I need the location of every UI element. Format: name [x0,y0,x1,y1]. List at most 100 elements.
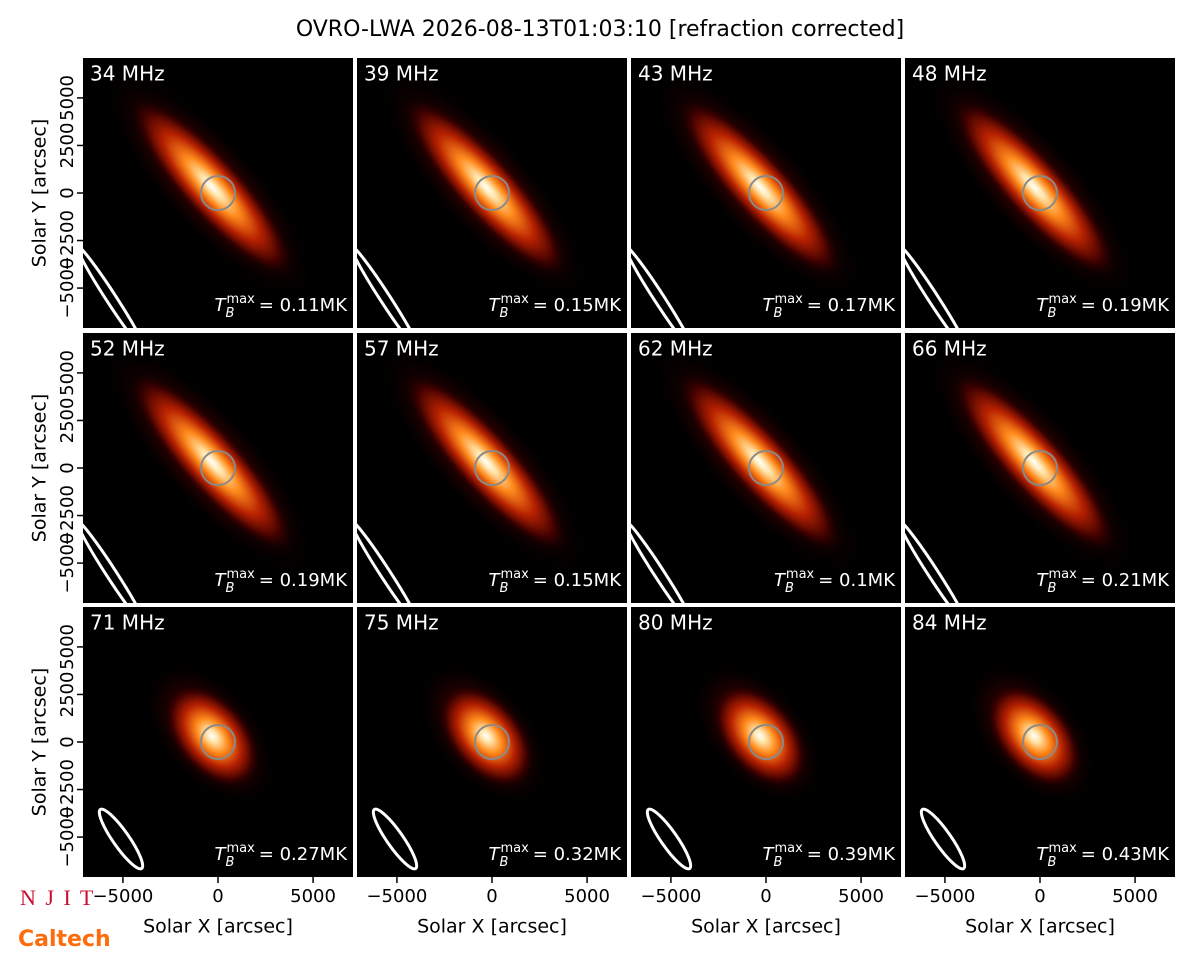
tb-symbol: T [1037,844,1050,865]
x-axis-label: Solar X [arcsec] [417,916,567,938]
tb-symbol: T [1037,570,1050,591]
beam [83,244,147,328]
frequency-label: 48 MHz [912,62,987,86]
tb-value: = 0.43MK [1081,844,1170,865]
x-axis-label: Solar X [arcsec] [965,916,1115,938]
figure-title: OVRO-LWA 2026-08-13T01:03:10 [refraction… [296,17,904,42]
beam [905,519,969,603]
panel [357,333,627,603]
solar-disk [748,724,784,760]
y-tick-label: 5000 [57,350,78,396]
frequency-label: 75 MHz [364,611,439,635]
frequency-label: 39 MHz [364,62,439,86]
emission-source [128,370,296,554]
beam [919,807,967,871]
emission-source [676,370,844,554]
emission-source [402,95,570,279]
x-tick-label: 5000 [290,886,336,907]
tb-superscript: max [1048,292,1077,307]
tb-superscript: max [1048,841,1077,856]
tb-symbol: T [215,570,228,591]
x-tick-label: 0 [1034,886,1045,907]
frequency-label: 52 MHz [90,337,165,361]
solar-disk [474,724,510,760]
frequency-label: 43 MHz [638,62,713,86]
tb-symbol: T [215,295,228,316]
tb-superscript: max [500,292,529,307]
tb-subscript: B [500,855,509,870]
tb-superscript: max [774,841,803,856]
emission-source [128,95,296,279]
frequency-label: 62 MHz [638,337,713,361]
panel [631,333,901,603]
tb-value: = 0.19MK [1081,295,1170,316]
tb-subscript: B [226,581,235,596]
tb-max-label: TBmax = 0.15MK [489,292,623,321]
tb-value: = 0.15MK [533,295,622,316]
tb-subscript: B [226,855,235,870]
beam [631,244,695,328]
beam [645,807,693,871]
y-tick-label: −2500 [57,485,78,546]
x-tick-label: 0 [486,886,497,907]
tb-symbol: T [489,295,502,316]
y-tick-label: −5000 [57,258,78,319]
y-tick-label: 5000 [57,624,78,670]
x-tick-label: −5000 [366,886,427,907]
tb-value: = 0.39MK [807,844,896,865]
frequency-label: 57 MHz [364,337,439,361]
y-tick-label: 5000 [57,75,78,121]
frequency-label: 34 MHz [90,62,165,86]
solar-disk [474,175,510,211]
tb-symbol: T [763,295,776,316]
x-axis-label: Solar X [arcsec] [143,916,293,938]
tb-symbol: T [489,570,502,591]
tb-value: = 0.32MK [533,844,622,865]
frequency-label: 66 MHz [912,337,987,361]
y-axis-label: Solar Y [arcsec] [29,668,51,816]
panel [83,58,353,328]
tb-subscript: B [1048,581,1057,596]
tb-subscript: B [774,855,783,870]
tb-subscript: B [785,581,794,596]
x-tick-label: −5000 [914,886,975,907]
y-tick-label: −2500 [57,759,78,820]
beam [97,807,145,871]
y-tick-label: 0 [57,736,78,747]
frequency-label: 84 MHz [912,611,987,635]
panel [905,607,1175,877]
solar-disk [1022,450,1058,486]
solar-disk [748,175,784,211]
panel [83,607,353,877]
tb-max-label: TBmax = 0.1MK [774,567,896,596]
emission-source [710,682,810,790]
tb-subscript: B [226,306,235,321]
x-tick-label: 0 [212,886,223,907]
y-tick-label: 2500 [57,398,78,444]
tb-value: = 0.19MK [259,570,348,591]
tb-max-label: TBmax = 0.39MK [763,841,897,870]
panel [357,58,627,328]
tb-superscript: max [786,567,815,582]
emission-source [402,370,570,554]
tb-superscript: max [226,841,255,856]
x-tick-label: −5000 [92,886,153,907]
tb-max-label: TBmax = 0.43MK [1037,841,1171,870]
tb-max-label: TBmax = 0.21MK [1037,567,1171,596]
emission-source [436,682,536,790]
tb-symbol: T [489,844,502,865]
solar-disk [200,450,236,486]
tb-value: = 0.1MK [818,570,896,591]
y-tick-label: 2500 [57,123,78,169]
tb-superscript: max [774,292,803,307]
tb-symbol: T [1037,295,1050,316]
beam [371,807,419,871]
y-axis-label: Solar Y [arcsec] [29,394,51,542]
beam [905,244,969,328]
tb-subscript: B [500,306,509,321]
solar-disk [1022,175,1058,211]
y-tick-label: 0 [57,187,78,198]
tb-subscript: B [774,306,783,321]
emission-source [950,95,1118,279]
